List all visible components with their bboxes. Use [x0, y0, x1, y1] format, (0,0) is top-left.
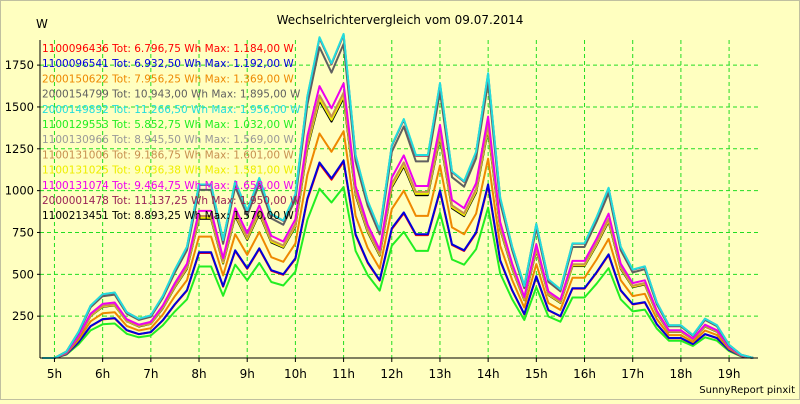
y-tick-label-500: 500	[12, 267, 34, 281]
series-line-1100131006	[42, 91, 754, 359]
legend-entry-1100130966: 1100130966 Tot: 8.945,50 Wh Max: 1.569,0…	[42, 134, 294, 146]
x-tick-label-16h: 16h	[573, 367, 596, 381]
series-line-2000149892	[42, 32, 754, 359]
legend-entry-1100213451: 1100213451 Tot: 8.893,25 Wh Max: 1.570,0…	[42, 210, 294, 222]
series-lines	[42, 32, 754, 359]
footer-credit: SunnyReport pinxit	[699, 385, 795, 396]
x-tick-label-18h: 18h	[669, 367, 692, 381]
series-line-1100131074	[42, 82, 754, 359]
x-tick-label-7h: 7h	[143, 367, 158, 381]
legend-entry-2000001478: 2000001478 Tot: 11.137,25 Wh Max: 1.950,…	[42, 195, 301, 207]
legend: 1100096436 Tot: 6.796,75 Wh Max: 1.184,0…	[42, 43, 301, 222]
x-tick-label-5h: 5h	[47, 367, 62, 381]
x-tick-label-13h: 13h	[429, 367, 452, 381]
y-tick-label-250: 250	[12, 309, 34, 323]
x-tick-label-10h: 10h	[284, 367, 307, 381]
x-tick-label-14h: 14h	[477, 367, 500, 381]
legend-entry-1100129553: 1100129553 Tot: 5.852,75 Wh Max: 1.032,0…	[42, 119, 294, 131]
x-tick-label-6h: 6h	[95, 367, 110, 381]
x-tick-label-17h: 17h	[621, 367, 644, 381]
x-tick-label-11h: 11h	[332, 367, 355, 381]
x-tick-label-12h: 12h	[380, 367, 403, 381]
chart-title: Wechselrichtervergleich vom 09.07.2014	[277, 13, 524, 27]
y-tick-label-750: 750	[12, 225, 34, 239]
y-tick-label-1500: 1500	[5, 100, 34, 114]
x-tick-label-19h: 19h	[718, 367, 741, 381]
legend-entry-2000150622: 2000150622 Tot: 7.956,25 Wh Max: 1.369,0…	[42, 73, 294, 85]
series-line-1100096541	[42, 159, 754, 359]
y-tick-label-1250: 1250	[5, 142, 34, 156]
legend-entry-1100096541: 1100096541 Tot: 6.932,50 Wh Max: 1.192,0…	[42, 58, 294, 70]
x-tick-label-9h: 9h	[240, 367, 255, 381]
y-tick-label-1000: 1000	[5, 184, 34, 198]
legend-entry-1100131025: 1100131025 Tot: 9.036,38 Wh Max: 1.581,0…	[42, 165, 294, 177]
legend-entry-2000149892: 2000149892 Tot: 11.266,50 Wh Max: 1.956,…	[42, 104, 301, 116]
legend-entry-1100131074: 1100131074 Tot: 9.464,75 Wh Max: 1.658,0…	[42, 180, 294, 192]
y-axis-label: W	[36, 17, 48, 31]
series-line-1100129553	[42, 186, 754, 359]
x-tick-label-8h: 8h	[191, 367, 206, 381]
y-tick-label-1750: 1750	[5, 58, 34, 72]
x-tick-label-15h: 15h	[525, 367, 548, 381]
legend-entry-1100131006: 1100131006 Tot: 9.186,75 Wh Max: 1.601,0…	[42, 149, 294, 161]
legend-entry-2000154799: 2000154799 Tot: 10.943,00 Wh Max: 1.895,…	[42, 89, 301, 101]
series-line-2000150622	[42, 130, 754, 359]
legend-entry-1100096436: 1100096436 Tot: 6.796,75 Wh Max: 1.184,0…	[42, 43, 294, 55]
axes: 250 500 750 1000 1250 1500 1750 5h 6h 7h 8h 9h 10h 11…	[5, 40, 758, 381]
